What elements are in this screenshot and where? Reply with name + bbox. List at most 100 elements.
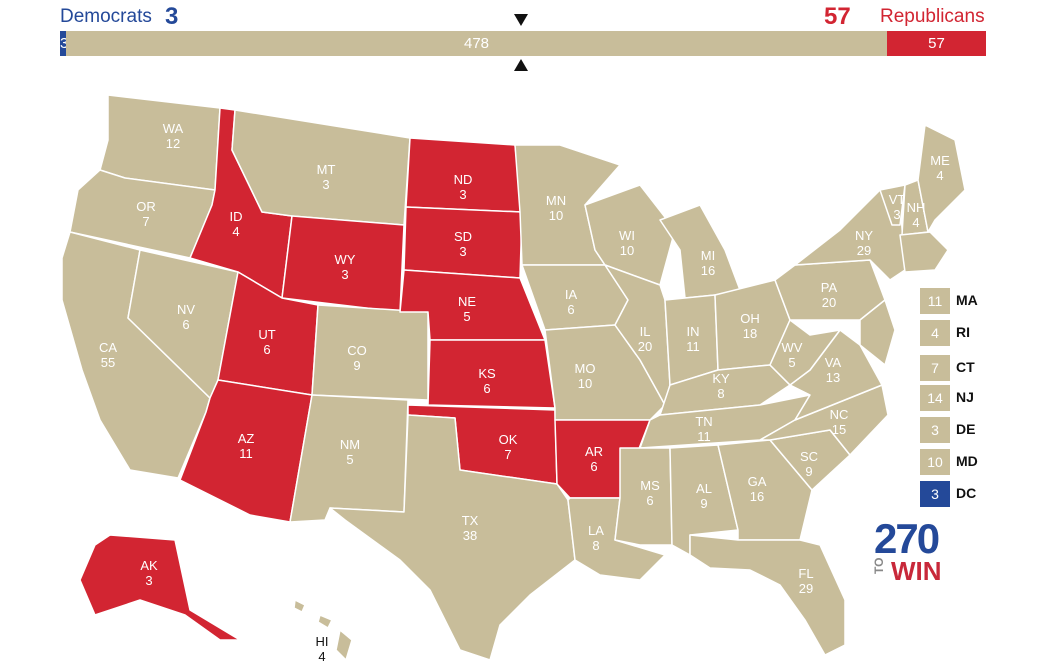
state-label-KS: KS	[478, 366, 496, 381]
state-ev-AL: 9	[700, 496, 707, 511]
state-ev-MO: 10	[578, 376, 592, 391]
legend-ev-box[interactable]: 7	[920, 355, 950, 381]
state-label-NH: NH	[907, 200, 926, 215]
state-label-TX: TX	[462, 513, 479, 528]
bar-democrat-segment[interactable]: 3	[60, 31, 66, 56]
legend-item-MA[interactable]: 11 MA	[920, 288, 1030, 314]
state-ev-CA: 55	[101, 355, 115, 370]
legend-item-NJ[interactable]: 14 NJ	[920, 385, 1030, 411]
state-label-AZ: AZ	[238, 431, 255, 446]
state-ev-AK: 3	[145, 573, 152, 588]
270towin-logo-number: 270	[874, 515, 940, 562]
state-ev-WY: 3	[341, 267, 348, 282]
state-ev-WA: 12	[166, 136, 180, 151]
state-ev-IN: 11	[686, 339, 700, 354]
state-label-CO: CO	[347, 343, 367, 358]
state-label-AL: AL	[696, 481, 712, 496]
state-ev-ND: 3	[459, 187, 466, 202]
state-ev-MS: 6	[646, 493, 653, 508]
state-ev-ID: 4	[232, 224, 239, 239]
state-ev-MN: 10	[549, 208, 563, 223]
state-label-IL: IL	[640, 324, 651, 339]
legend-state-abbr: RI	[956, 324, 970, 340]
state-label-OK: OK	[499, 432, 518, 447]
state-ev-NH: 4	[912, 215, 919, 230]
state-ev-AZ: 11	[239, 446, 253, 461]
state-ev-AR: 6	[590, 459, 597, 474]
state-label-MN: MN	[546, 193, 566, 208]
state-AK[interactable]	[79, 534, 241, 641]
state-label-MT: MT	[317, 162, 336, 177]
state-label-TN: TN	[695, 414, 712, 429]
state-ev-NY: 29	[857, 243, 871, 258]
legend-state-abbr: MA	[956, 292, 978, 308]
state-VT[interactable]	[879, 184, 906, 226]
state-ev-OR: 7	[142, 214, 149, 229]
state-HI[interactable]	[293, 599, 353, 661]
state-ev-SC: 9	[805, 464, 812, 479]
majority-marker-up-icon	[514, 59, 528, 71]
state-label-MO: MO	[575, 361, 596, 376]
state-label-GA: GA	[748, 474, 767, 489]
legend-state-abbr: DE	[956, 421, 976, 437]
legend-ev-box[interactable]: 3	[920, 417, 950, 443]
state-label-NM: NM	[340, 437, 360, 452]
state-ev-VA: 13	[826, 370, 840, 385]
state-label-AK: AK	[140, 558, 158, 573]
state-southern-new-england[interactable]	[899, 231, 949, 273]
state-label-LA: LA	[588, 523, 604, 538]
republicans-label: Republicans	[880, 6, 985, 27]
state-ev-TX: 38	[463, 528, 477, 543]
state-ev-MI: 16	[701, 263, 715, 278]
270towin-logo-to: TO	[872, 557, 886, 574]
state-ev-GA: 16	[750, 489, 764, 504]
legend-ev-box[interactable]: 11	[920, 288, 950, 314]
state-label-OH: OH	[740, 311, 760, 326]
state-label-HI: HI	[316, 634, 329, 649]
state-label-ND: ND	[454, 172, 473, 187]
state-ev-NV: 6	[182, 317, 189, 332]
state-label-SC: SC	[800, 449, 818, 464]
state-label-ME: ME	[930, 153, 950, 168]
majority-marker-down-icon	[514, 14, 528, 26]
state-ev-IL: 20	[638, 339, 652, 354]
legend-item-CT[interactable]: 7 CT	[920, 355, 1030, 381]
legend-ev-box[interactable]: 14	[920, 385, 950, 411]
legend-item-MD[interactable]: 10 MD	[920, 449, 1030, 475]
state-label-AR: AR	[585, 444, 603, 459]
state-FL[interactable]	[689, 534, 846, 656]
state-ev-WV: 5	[788, 355, 795, 370]
state-label-IN: IN	[687, 324, 700, 339]
state-ev-OK: 7	[504, 447, 511, 462]
state-label-NY: NY	[855, 228, 873, 243]
legend-ev-box[interactable]: 4	[920, 320, 950, 346]
state-ev-FL: 29	[799, 581, 813, 596]
state-label-ID: ID	[230, 209, 243, 224]
legend-ev-box[interactable]: 10	[920, 449, 950, 475]
legend-ev-box[interactable]: 3	[920, 481, 950, 507]
state-ev-PA: 20	[822, 295, 836, 310]
legend-item-RI[interactable]: 4 RI	[920, 320, 1030, 346]
state-label-PA: PA	[821, 280, 838, 295]
state-ev-HI: 4	[318, 649, 325, 664]
bar-tossup-segment[interactable]: 478	[463, 35, 490, 52]
state-label-MI: MI	[701, 248, 715, 263]
state-label-KY: KY	[712, 371, 730, 386]
state-ev-CO: 9	[353, 358, 360, 373]
democrats-label: Democrats	[60, 6, 152, 27]
state-label-CA: CA	[99, 340, 117, 355]
legend-item-DC[interactable]: 3 DC	[920, 481, 1030, 507]
state-CO[interactable]	[311, 304, 429, 401]
state-ev-NE: 5	[463, 309, 470, 324]
state-mid-atlantic-small[interactable]	[859, 299, 896, 366]
state-MS[interactable]	[614, 447, 673, 546]
bar-republican-segment[interactable]: 57	[887, 31, 986, 56]
state-ev-KY: 8	[717, 386, 724, 401]
state-label-SD: SD	[454, 229, 472, 244]
legend-item-DE[interactable]: 3 DE	[920, 417, 1030, 443]
state-ev-LA: 8	[592, 538, 599, 553]
state-ev-ME: 4	[936, 168, 943, 183]
state-TX[interactable]	[329, 414, 576, 661]
democrats-count: 3	[165, 3, 179, 30]
state-label-WY: WY	[335, 252, 356, 267]
